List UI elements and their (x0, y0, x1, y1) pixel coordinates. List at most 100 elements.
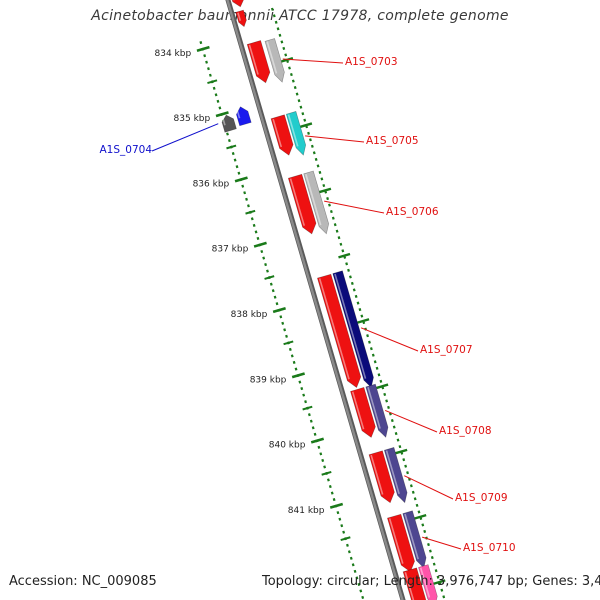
gene-a1s-0710-arrow[interactable] (387, 513, 415, 573)
gene-bottom-red[interactable] (402, 567, 427, 600)
scale-dot (390, 418, 394, 423)
scale-dot (302, 393, 306, 397)
gene-a1s-0705-block-shine (287, 114, 299, 147)
scale-dot (415, 503, 419, 507)
scale-dot (300, 387, 304, 391)
scale-dot (402, 458, 406, 462)
gene-a1s-0708-block[interactable] (365, 383, 389, 438)
gene-label-text[interactable]: A1S_0706 (386, 206, 439, 218)
gene-a1s-0709-block-shine (385, 450, 400, 495)
gene-a1s-0705-arrow-body (270, 114, 294, 156)
gene-label-text[interactable]: A1S_0708 (439, 425, 492, 437)
scale-dot (235, 165, 239, 169)
scale-dot (307, 131, 310, 135)
gene-a1s-0706-block[interactable] (303, 170, 330, 235)
gene-label-a1s-0704[interactable]: A1S_0704 (100, 123, 219, 156)
gene-a1s-0703-arrow-body (246, 40, 271, 84)
gene-bottom-red-shine (404, 572, 415, 600)
scale-dot (341, 249, 345, 253)
scale-dot (260, 249, 264, 254)
gene-a1s-0709-arrow-shine (370, 454, 384, 495)
gene-label-text[interactable]: A1S_0703 (345, 56, 398, 68)
leader-line (305, 135, 365, 143)
scale-dot (272, 14, 276, 18)
scale-dot (434, 569, 438, 573)
gene-label-a1s-0708[interactable]: A1S_0708 (385, 409, 492, 437)
gene-labels: A1S_0703 A1S_0704 A1S_0705 A1S_0706 A1S_0707… (100, 56, 516, 554)
gene-label-text[interactable]: A1S_0705 (366, 135, 419, 147)
gene-a1s-0709-block[interactable] (383, 447, 408, 504)
gene-label-a1s-0707[interactable]: A1S_0707 (360, 327, 473, 356)
gene-label-a1s-0710[interactable]: A1S_0710 (422, 536, 516, 554)
scale-dot (264, 263, 268, 267)
scale-dot (423, 529, 427, 534)
gene-bottom-red-body (402, 567, 427, 600)
gene-a1s-0707-arrow[interactable] (317, 273, 362, 388)
minor-tick (357, 318, 370, 324)
gene-bottom-pink-shine (419, 567, 431, 598)
scale-dot (354, 294, 358, 299)
scale-dot (271, 289, 275, 293)
gene-a1s-0703-block[interactable] (264, 38, 285, 83)
scale-dot (356, 301, 360, 305)
scale-dot (218, 106, 222, 110)
scale-dot (282, 46, 286, 50)
gene-top-partial[interactable] (229, 0, 244, 8)
scale-dot (413, 497, 417, 501)
scale-dot (256, 236, 260, 241)
gene-a1s-0710-block[interactable] (402, 510, 427, 569)
gene-label-text[interactable]: A1S_0704 (100, 144, 153, 156)
minor-tick (319, 187, 332, 194)
scale-dot (359, 589, 363, 593)
gene-label-a1s-0709[interactable]: A1S_0709 (404, 475, 508, 504)
gene-bottom-pink[interactable] (418, 564, 438, 600)
scale-dot (294, 367, 298, 371)
genome-title: Acinetobacter baumannii ATCC 17978, comp… (91, 8, 509, 24)
scale-dot (303, 118, 307, 122)
scale-dot (345, 262, 349, 266)
gene-a1s-0704-arrow[interactable] (236, 106, 252, 127)
scale-dot (379, 379, 383, 383)
gene-label-a1s-0706[interactable]: A1S_0706 (324, 200, 439, 218)
genome-backbone (225, 0, 406, 600)
gene-a1s-0704-block[interactable] (221, 114, 237, 133)
gene-label-a1s-0705[interactable]: A1S_0705 (305, 135, 419, 147)
scale-tick-label: 836 kbp (193, 179, 230, 189)
minor-tick (281, 57, 294, 63)
gene-a1s-0707-block[interactable] (332, 270, 374, 388)
scale-dot (289, 72, 293, 77)
minor-tick (395, 448, 408, 455)
gene-a1s-0709-arrow[interactable] (368, 450, 395, 504)
gene-a1s-0705-arrow[interactable] (270, 114, 294, 156)
scale-dot (388, 412, 392, 416)
gene-a1s-0703-arrow[interactable] (246, 40, 271, 84)
leader-line (385, 409, 438, 433)
gene-small-red[interactable] (235, 9, 247, 28)
gene-features (221, 0, 438, 600)
scale-dot (295, 92, 299, 96)
gene-a1s-0706-arrow[interactable] (287, 173, 317, 235)
gene-label-text[interactable]: A1S_0709 (455, 492, 508, 504)
scale-dot (368, 340, 371, 344)
gene-label-text[interactable]: A1S_0710 (463, 542, 516, 554)
scale-dot (274, 20, 278, 24)
gene-label-text[interactable]: A1S_0707 (420, 344, 473, 356)
scale-dot (291, 79, 295, 83)
scale-dot (292, 360, 296, 365)
gene-top-partial-body (231, 0, 244, 8)
scale-tick-label: 839 kbp (250, 375, 287, 385)
scale-dot (314, 157, 318, 161)
gene-a1s-0705-block[interactable] (285, 111, 307, 156)
gene-a1s-0708-arrow[interactable] (350, 387, 376, 438)
scale-dot (252, 223, 256, 227)
scale-dot (347, 550, 351, 554)
scale-dot (323, 465, 327, 469)
backbone-highlight (226, 0, 404, 600)
scale-dot (339, 242, 343, 246)
scale-dot (329, 210, 333, 214)
scale-dot (278, 33, 282, 37)
gene-label-a1s-0703[interactable]: A1S_0703 (282, 56, 398, 68)
scale-dot (385, 399, 389, 403)
scale-dot (340, 524, 344, 528)
